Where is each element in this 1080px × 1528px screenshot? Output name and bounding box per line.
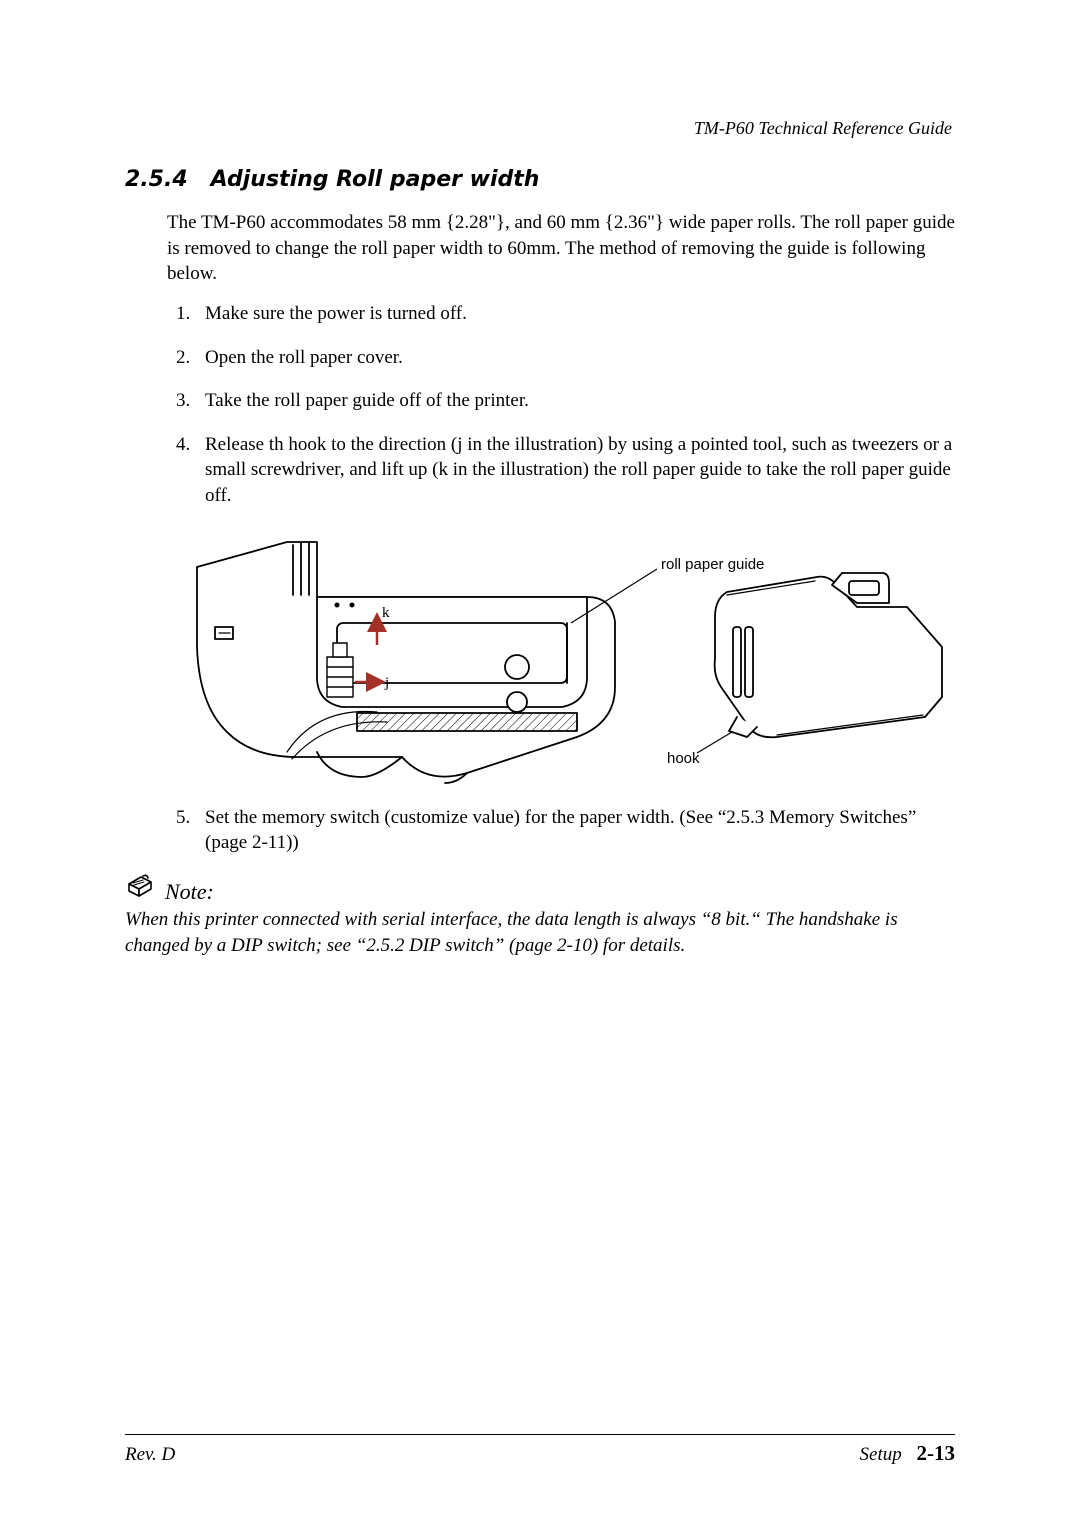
footer-right: Setup 2-13	[860, 1441, 955, 1466]
step-list-continued: Set the memory switch (customize value) …	[167, 805, 955, 856]
list-item: Set the memory switch (customize value) …	[195, 805, 955, 856]
section-number: 2.5.4	[125, 167, 188, 192]
note-heading-row: Note:	[125, 874, 955, 905]
page-footer: Rev. D Setup 2-13	[125, 1434, 955, 1466]
note-label: Note:	[165, 879, 214, 905]
page: TM-P60 Technical Reference Guide 2.5.4 A…	[0, 0, 1080, 1528]
note-icon	[125, 874, 155, 905]
label-j: j	[384, 675, 389, 691]
section-title: Adjusting Roll paper width	[211, 167, 540, 192]
label-hook: hook	[667, 750, 700, 767]
label-roll-paper-guide: roll paper guide	[661, 556, 764, 573]
body: The TM-P60 accommodates 58 mm {2.28"}, a…	[167, 210, 955, 856]
label-k: k	[382, 605, 390, 621]
note-text: When this printer connected with serial …	[125, 907, 955, 958]
list-item: Release th hook to the direction (j in t…	[195, 432, 955, 509]
section-heading: 2.5.4 Adjusting Roll paper width	[125, 167, 955, 192]
list-item: Take the roll paper guide off of the pri…	[195, 388, 955, 414]
footer-section: Setup	[860, 1444, 902, 1465]
footer-rule	[125, 1434, 955, 1435]
printer-illustration	[197, 542, 615, 783]
running-header: TM-P60 Technical Reference Guide	[694, 118, 952, 139]
list-item: Make sure the power is turned off.	[195, 301, 955, 327]
step-list: Make sure the power is turned off. Open …	[167, 301, 955, 509]
guide-illustration	[715, 573, 942, 737]
figure: k j roll paper guide	[167, 527, 955, 787]
footer-revision: Rev. D	[125, 1444, 175, 1466]
list-item: Open the roll paper cover.	[195, 345, 955, 371]
intro-paragraph: The TM-P60 accommodates 58 mm {2.28"}, a…	[167, 210, 955, 287]
footer-page-number: 2-13	[917, 1441, 956, 1465]
